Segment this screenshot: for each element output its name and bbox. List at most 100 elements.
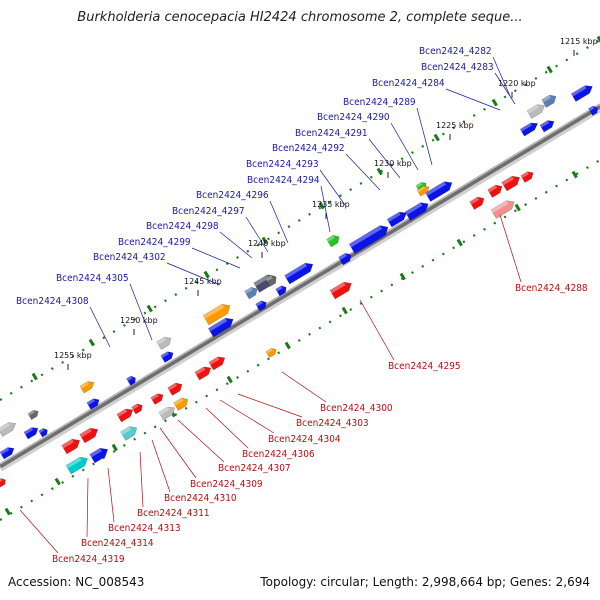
forward-gene-label[interactable]: Bcen2424_4283 [421, 62, 494, 73]
forward-leader-line [345, 153, 381, 191]
track-ticks [4, 35, 600, 516]
gene-feature[interactable] [539, 118, 556, 133]
forward-gene-label[interactable]: Bcen2424_4308 [16, 296, 89, 307]
gene-feature[interactable] [89, 445, 111, 464]
reverse-gene-label[interactable]: Bcen2424_4300 [320, 403, 393, 414]
backbone [0, 103, 600, 472]
reverse-gene-label[interactable]: Bcen2424_4304 [268, 434, 341, 445]
gene-features[interactable] [0, 82, 600, 488]
gene-feature[interactable] [126, 375, 138, 386]
reverse-gene-label[interactable]: Bcen2424_4288 [515, 283, 588, 294]
scale-ticks: 1215 kbp 1220 kbp 1225 kbp 1230 kbp 1235 kbp… [54, 37, 598, 370]
reverse-gene-label[interactable]: Bcen2424_4307 [218, 463, 291, 474]
gene-feature[interactable] [160, 349, 175, 363]
forward-gene-label[interactable]: Bcen2424_4292 [272, 143, 345, 154]
outer-track-tick [491, 98, 498, 107]
scale-tick-label: 1225 kbp [436, 121, 474, 130]
reverse-gene-label[interactable]: Bcen2424_4295 [388, 361, 461, 372]
gene-feature[interactable] [520, 169, 535, 183]
inner-dotted-track [0, 159, 600, 521]
reverse-gene-label[interactable]: Bcen2424_4306 [242, 449, 315, 460]
gene-feature[interactable] [284, 260, 316, 285]
gene-feature[interactable] [265, 346, 278, 358]
forward-gene-label[interactable]: Bcen2424_4296 [196, 190, 269, 201]
gene-feature[interactable] [120, 424, 140, 441]
reverse-gene-label[interactable]: Bcen2424_4311 [137, 508, 210, 519]
gene-feature[interactable] [416, 184, 431, 197]
gene-feature[interactable] [27, 408, 40, 420]
gene-feature[interactable] [0, 445, 16, 460]
gene-feature[interactable] [490, 198, 517, 219]
reverse-gene-label[interactable]: Bcen2424_4309 [190, 479, 263, 490]
forward-leader-line [166, 262, 221, 286]
gene-feature[interactable] [541, 93, 559, 108]
gene-feature[interactable] [65, 454, 90, 475]
gene-feature[interactable] [0, 420, 18, 437]
gene-feature[interactable] [326, 233, 342, 248]
gene-feature[interactable] [588, 105, 600, 116]
gene-feature[interactable] [329, 279, 354, 300]
forward-gene-label[interactable]: Bcen2424_4293 [246, 159, 319, 170]
gene-feature[interactable] [158, 404, 177, 421]
reverse-gene-label[interactable]: Bcen2424_4313 [108, 523, 181, 534]
forward-gene-label[interactable]: Bcen2424_4305 [56, 273, 129, 284]
gene-feature[interactable] [501, 173, 523, 192]
forward-gene-label[interactable]: Bcen2424_4289 [343, 97, 416, 108]
gene-feature[interactable] [469, 195, 487, 210]
gene-feature[interactable] [116, 406, 135, 423]
forward-gene-labels[interactable]: Bcen2424_4282 Bcen2424_4283 Bcen2424_4284 B… [16, 46, 516, 348]
gene-feature[interactable] [38, 427, 49, 438]
gene-feature[interactable] [264, 274, 278, 287]
gene-feature[interactable] [0, 477, 7, 488]
reverse-gene-label[interactable]: Bcen2424_4303 [296, 418, 369, 429]
forward-gene-label[interactable]: Bcen2424_4302 [93, 252, 166, 263]
reverse-gene-labels[interactable]: Bcen2424_4288 Bcen2424_4295 Bcen2424_4300 B… [19, 214, 588, 565]
gene-feature[interactable] [131, 402, 145, 415]
outer-track-tick [261, 236, 268, 245]
gene-feature[interactable] [202, 301, 233, 326]
gene-feature[interactable] [167, 381, 185, 396]
gene-feature[interactable] [275, 284, 289, 297]
gene-feature[interactable] [519, 120, 540, 137]
gene-feature[interactable] [348, 222, 391, 254]
gene-feature[interactable] [173, 396, 191, 411]
gene-feature[interactable] [61, 436, 83, 455]
inner-track-tick [341, 306, 348, 315]
gene-feature[interactable] [194, 364, 213, 381]
gene-feature[interactable] [386, 209, 409, 228]
forward-gene-label[interactable]: Bcen2424_4282 [419, 46, 492, 57]
reverse-gene-label[interactable]: Bcen2424_4314 [81, 538, 154, 549]
gene-feature[interactable] [526, 102, 547, 119]
gene-feature[interactable] [79, 425, 101, 444]
gene-feature[interactable] [570, 82, 594, 102]
gene-feature[interactable] [255, 299, 269, 312]
forward-gene-label[interactable]: Bcen2424_4294 [247, 175, 320, 186]
forward-gene-label[interactable]: Bcen2424_4291 [295, 128, 368, 139]
gene-feature[interactable] [156, 335, 174, 350]
reverse-gene-label[interactable]: Bcen2424_4319 [52, 554, 125, 565]
gene-feature[interactable] [487, 183, 505, 198]
gene-feature[interactable] [23, 425, 40, 440]
reverse-leader-line [139, 451, 144, 508]
forward-gene-label[interactable]: Bcen2424_4290 [317, 112, 390, 123]
map-title: Burkholderia cenocepacia HI2424 chromoso… [77, 10, 523, 25]
gene-feature[interactable] [208, 354, 227, 371]
gene-feature[interactable] [207, 315, 235, 338]
forward-gene-label[interactable]: Bcen2424_4298 [146, 221, 219, 232]
gene-feature[interactable] [244, 285, 260, 300]
forward-gene-label[interactable]: Bcen2424_4297 [172, 206, 245, 217]
gene-feature[interactable] [86, 396, 101, 410]
reverse-gene-label[interactable]: Bcen2424_4310 [164, 493, 237, 504]
scale-tick-label: 1235 kbp [312, 200, 350, 209]
forward-leader-line [89, 306, 111, 348]
forward-leader-line [416, 107, 433, 166]
inner-track-tick [111, 443, 118, 452]
gene-feature[interactable] [404, 200, 431, 221]
forward-gene-label[interactable]: Bcen2424_4299 [118, 237, 191, 248]
gene-feature[interactable] [79, 379, 96, 394]
forward-gene-label[interactable]: Bcen2424_4284 [372, 78, 445, 89]
gene-feature[interactable] [338, 251, 354, 266]
gene-feature[interactable] [150, 391, 165, 405]
gene-feature[interactable] [425, 179, 454, 202]
